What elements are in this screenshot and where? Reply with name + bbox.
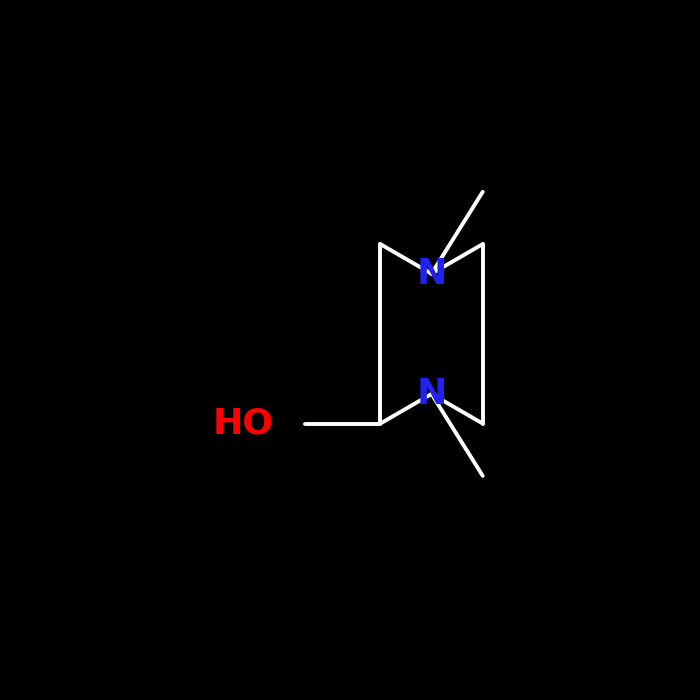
Text: HO: HO [212, 407, 274, 440]
Text: N: N [416, 257, 447, 290]
Text: N: N [416, 377, 447, 411]
